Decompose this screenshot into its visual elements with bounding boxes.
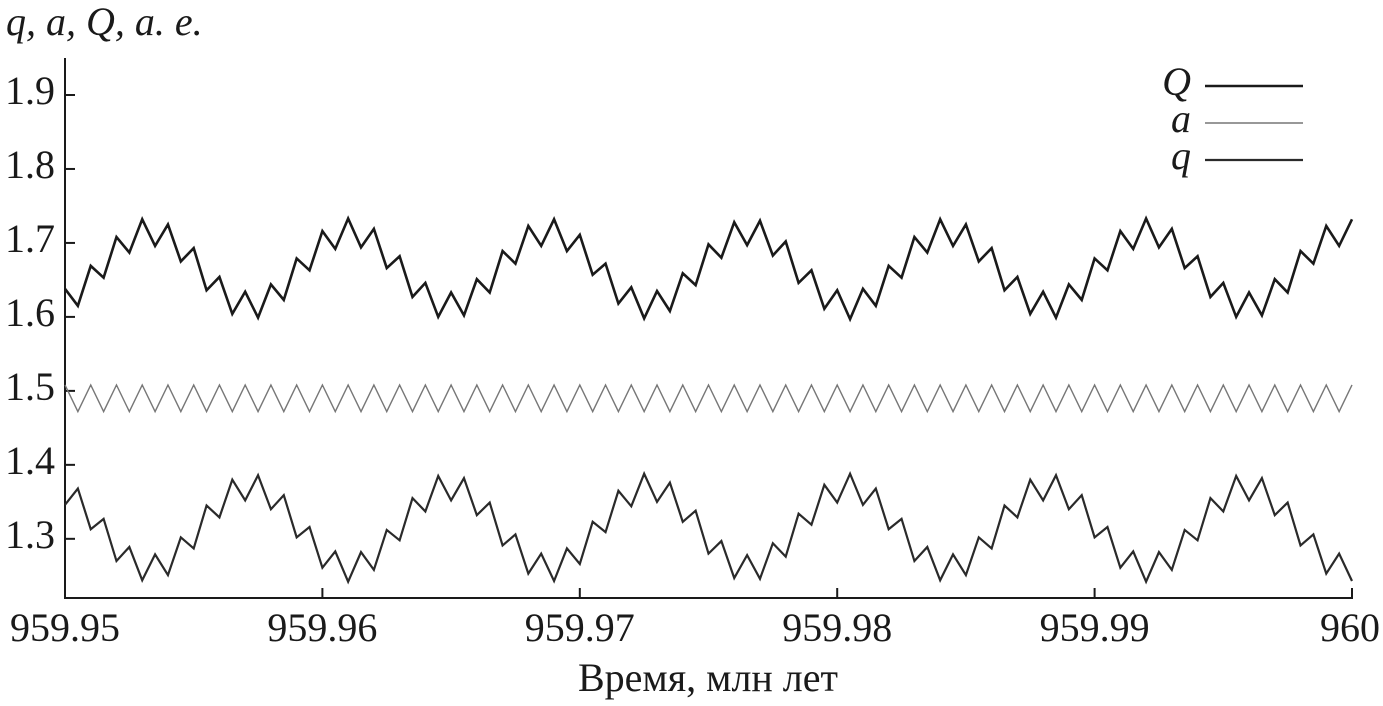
series-line <box>64 383 1353 414</box>
y-tick-label: 1.3 <box>5 512 55 557</box>
x-tick-label: 960 <box>1320 605 1380 650</box>
y-tick-label: 1.4 <box>5 438 55 483</box>
x-tick-label: 959.97 <box>525 605 635 650</box>
legend-label: q <box>1171 133 1191 178</box>
y-tick-label: 1.6 <box>5 290 55 335</box>
y-tick-label: 1.9 <box>5 68 55 113</box>
y-tick-label: 1.8 <box>5 142 55 187</box>
x-tick-label: 959.96 <box>267 605 377 650</box>
legend-label: a <box>1171 96 1191 141</box>
y-axis-title: q, a, Q, а. е. <box>6 0 203 44</box>
x-tick-label: 959.95 <box>10 605 120 650</box>
x-tick-label: 959.98 <box>782 605 892 650</box>
x-axis-title: Время, млн лет <box>578 655 838 700</box>
x-tick-label: 959.99 <box>1040 605 1150 650</box>
series-line <box>63 215 1354 323</box>
y-tick-label: 1.7 <box>5 216 55 261</box>
legend-label: Q <box>1162 59 1191 104</box>
y-tick-label: 1.5 <box>5 364 55 409</box>
series-line <box>64 470 1353 585</box>
